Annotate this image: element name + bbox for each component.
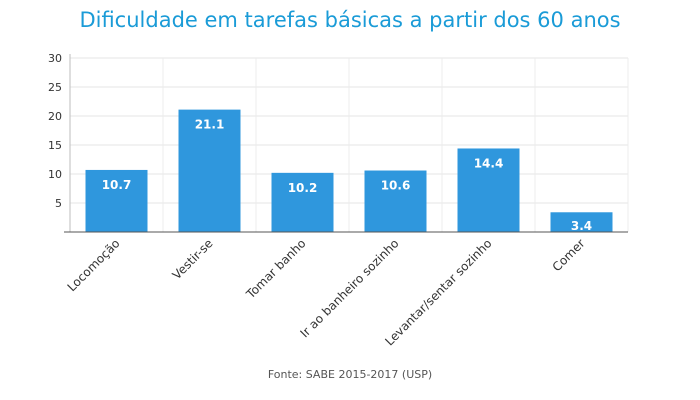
x-category-label: Vestir-se [170,236,216,282]
bar-value-label: 21.1 [195,118,225,132]
bar [85,169,148,232]
x-category-label: Tomar banho [243,236,309,302]
y-tick-label: 5 [55,197,62,210]
bar [271,172,334,232]
bar [457,148,520,232]
bar [364,170,427,232]
x-category-label: Comer [550,236,588,274]
bar [178,109,241,232]
bar-value-label: 10.7 [102,178,132,192]
y-tick-label: 30 [48,52,62,65]
x-category-label: Ir ao banheiro sozinho [297,236,401,340]
axis-layer: 30 25 20 15 10 5 [48,52,628,233]
source-note: Fonte: SABE 2015-2017 (USP) [267,368,433,381]
y-tick-label: 10 [48,168,62,181]
x-category-label: Locomoção [65,236,123,294]
y-tick-label: 20 [48,110,62,123]
x-category-label: Levantar/sentar sozinho [382,236,494,348]
bar-value-label: 10.2 [288,181,318,195]
bar-value-label: 10.6 [381,179,411,193]
bar-value-label: 3.4 [571,219,592,233]
y-tick-label: 25 [48,81,62,94]
chart-title: Dificuldade em tarefas básicas a partir … [79,8,621,32]
bar-value-label: 14.4 [474,156,504,170]
bar [550,212,613,232]
y-tick-label: 15 [48,139,62,152]
bars-layer [85,109,613,232]
grid-layer [69,57,629,232]
